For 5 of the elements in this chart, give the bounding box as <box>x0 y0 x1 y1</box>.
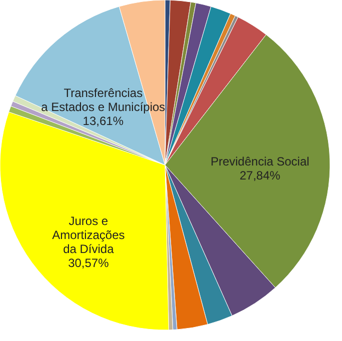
data-label: 13,61% <box>82 114 124 128</box>
data-label: 30,57% <box>68 256 110 270</box>
slice-label: Juros e Amortizações da Dívida <box>52 214 125 256</box>
slice-label: Previdência Social <box>210 154 310 169</box>
data-label: 27,84% <box>240 168 281 183</box>
